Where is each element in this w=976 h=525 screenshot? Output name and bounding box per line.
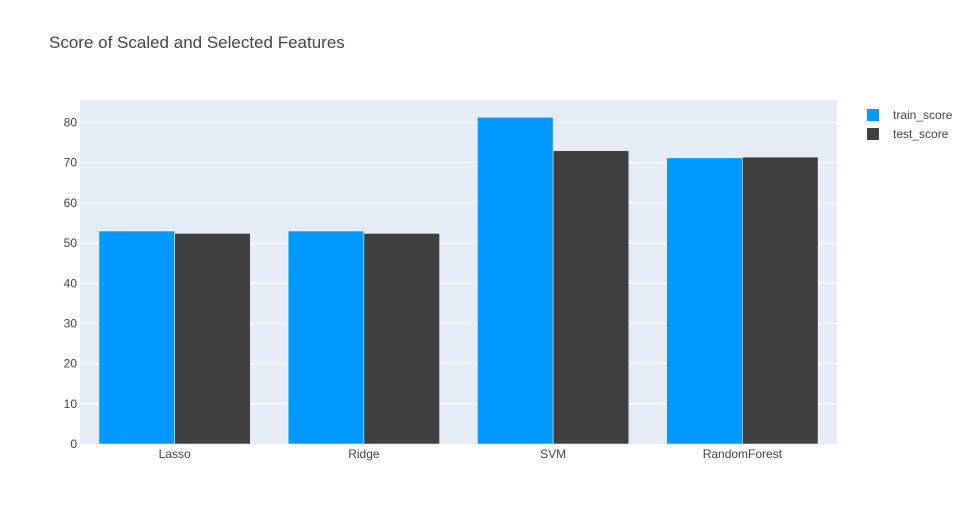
- legend-item-train_score[interactable]: train_score: [867, 108, 953, 122]
- y-tick-label: 0: [70, 437, 77, 451]
- y-tick-label: 20: [64, 357, 78, 371]
- y-tick-label: 70: [64, 156, 78, 170]
- y-tick-label: 50: [64, 236, 78, 250]
- bar-test_score-Lasso[interactable]: [174, 233, 251, 445]
- y-tick-label: 10: [64, 397, 78, 411]
- bar-train_score-Lasso[interactable]: [98, 230, 175, 445]
- legend-label: train_score: [893, 108, 953, 122]
- bar-train_score-Ridge[interactable]: [287, 230, 365, 445]
- chart-title: Score of Scaled and Selected Features: [49, 33, 345, 52]
- y-tick-label: 30: [64, 316, 78, 330]
- y-tick-label: 60: [64, 196, 78, 210]
- bar-test_score-Ridge[interactable]: [363, 233, 440, 445]
- x-tick-label: Ridge: [348, 447, 380, 461]
- x-tick-label: RandomForest: [703, 447, 783, 461]
- bar-train_score-RandomForest[interactable]: [666, 157, 743, 445]
- legend-swatch: [867, 128, 879, 140]
- bar-test_score-RandomForest[interactable]: [742, 156, 819, 445]
- bars: [98, 117, 819, 445]
- legend-label: test_score: [893, 127, 949, 141]
- x-tick-label: Lasso: [159, 447, 191, 461]
- y-tick-label: 40: [64, 276, 78, 290]
- legend-swatch: [867, 109, 879, 121]
- y-axis-ticks: 0 10 20 30 40 50 60 70 80: [64, 116, 78, 451]
- bar-test_score-SVM[interactable]: [552, 150, 630, 445]
- y-tick-label: 80: [64, 116, 78, 130]
- bar-train_score-SVM[interactable]: [477, 117, 554, 445]
- legend[interactable]: train_score test_score: [867, 108, 953, 141]
- x-axis-ticks: Lasso Ridge SVM RandomForest: [159, 447, 783, 461]
- legend-item-test_score[interactable]: test_score: [867, 127, 949, 141]
- x-tick-label: SVM: [540, 447, 566, 461]
